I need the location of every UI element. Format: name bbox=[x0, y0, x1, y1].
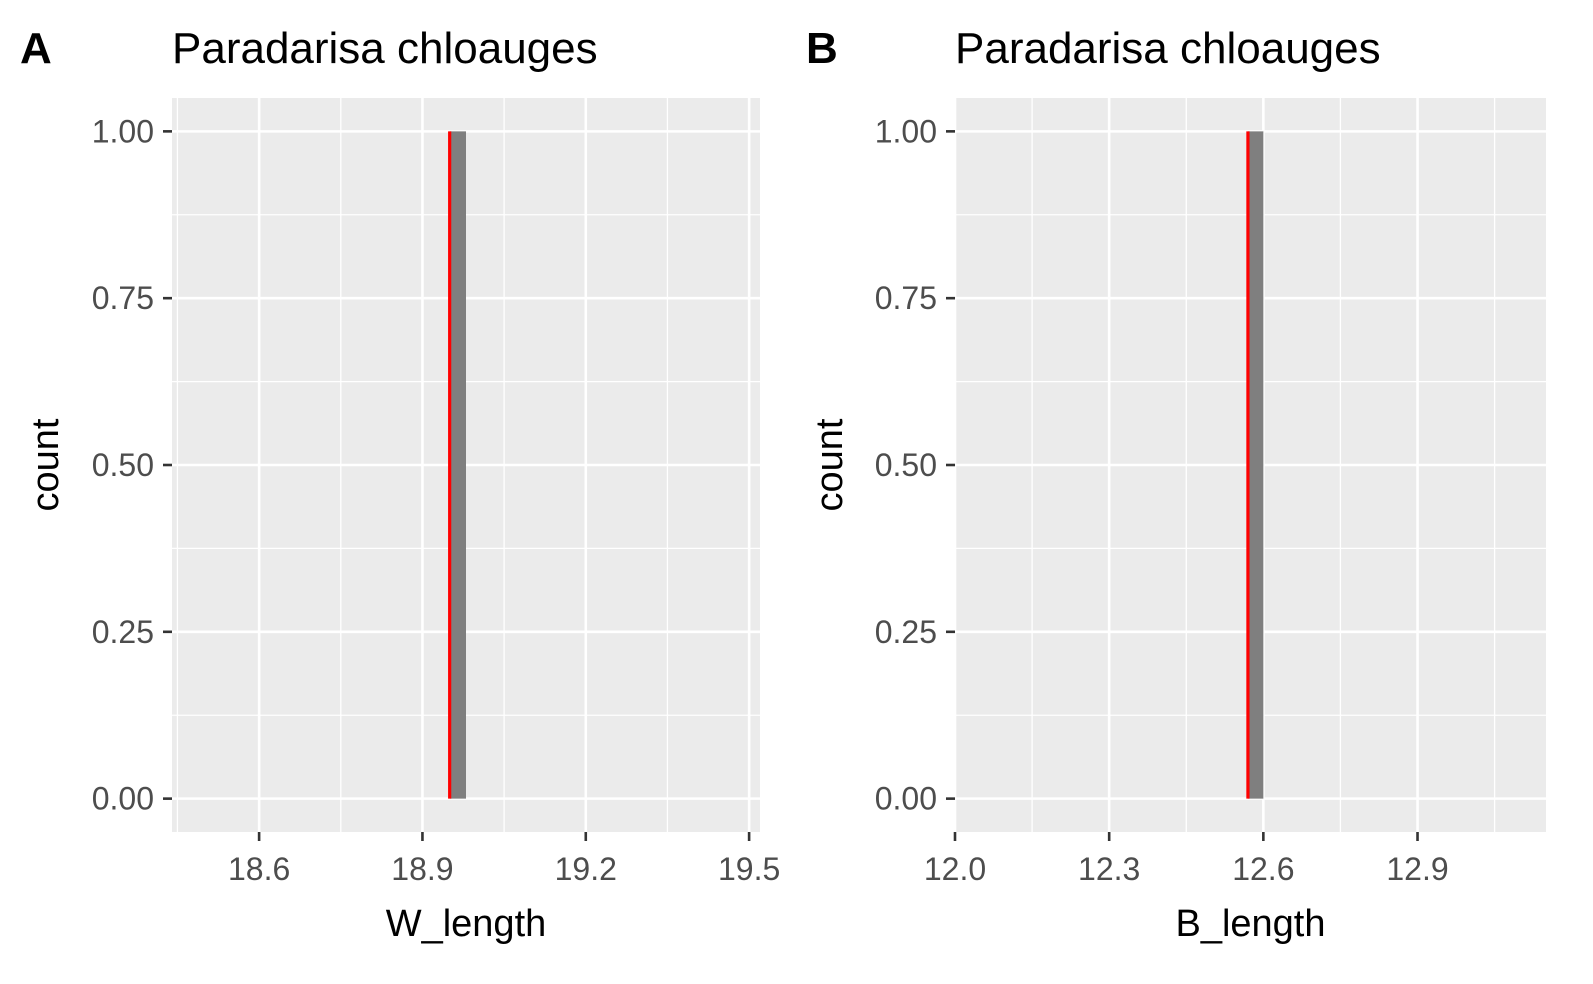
x-tick-label: 12.6 bbox=[1232, 851, 1294, 887]
panel-a: A Paradarisa chloauges 0.00 0.25 0.50 0.75 1.0… bbox=[20, 24, 780, 945]
histogram-bar bbox=[449, 131, 466, 799]
y-tick-label: 1.00 bbox=[92, 113, 154, 149]
y-axis-label: count bbox=[25, 418, 67, 511]
panel-b: B Paradarisa chloauges 0.00 0.25 0.50 0.75 1.0… bbox=[806, 24, 1546, 945]
panel-letter: B bbox=[806, 24, 838, 73]
x-tick-label: 18.9 bbox=[391, 851, 453, 887]
x-tick-label: 12.0 bbox=[924, 851, 986, 887]
y-tick-label: 0.00 bbox=[92, 781, 154, 817]
chart-title: Paradarisa chloauges bbox=[172, 24, 598, 73]
y-tick-label: 0.25 bbox=[92, 614, 154, 650]
y-tick-label: 0.75 bbox=[875, 280, 937, 316]
y-axis-label: count bbox=[809, 418, 851, 511]
x-tick-label: 12.3 bbox=[1078, 851, 1140, 887]
y-tick-label: 0.50 bbox=[92, 447, 154, 483]
y-tick-label: 0.75 bbox=[92, 280, 154, 316]
panel-letter: A bbox=[20, 24, 52, 73]
chart-title: Paradarisa chloauges bbox=[955, 24, 1381, 73]
y-tick-label: 1.00 bbox=[875, 113, 937, 149]
x-axis-label: W_length bbox=[386, 903, 547, 945]
x-tick-label: 19.2 bbox=[555, 851, 617, 887]
x-tick-label: 18.6 bbox=[228, 851, 290, 887]
x-tick-label: 19.5 bbox=[718, 851, 780, 887]
x-axis-label: B_length bbox=[1175, 903, 1325, 945]
y-tick-label: 0.50 bbox=[875, 447, 937, 483]
y-tick-label: 0.00 bbox=[875, 781, 937, 817]
x-tick-label: 12.9 bbox=[1386, 851, 1448, 887]
histogram-bar bbox=[1247, 131, 1264, 799]
y-tick-label: 0.25 bbox=[875, 614, 937, 650]
